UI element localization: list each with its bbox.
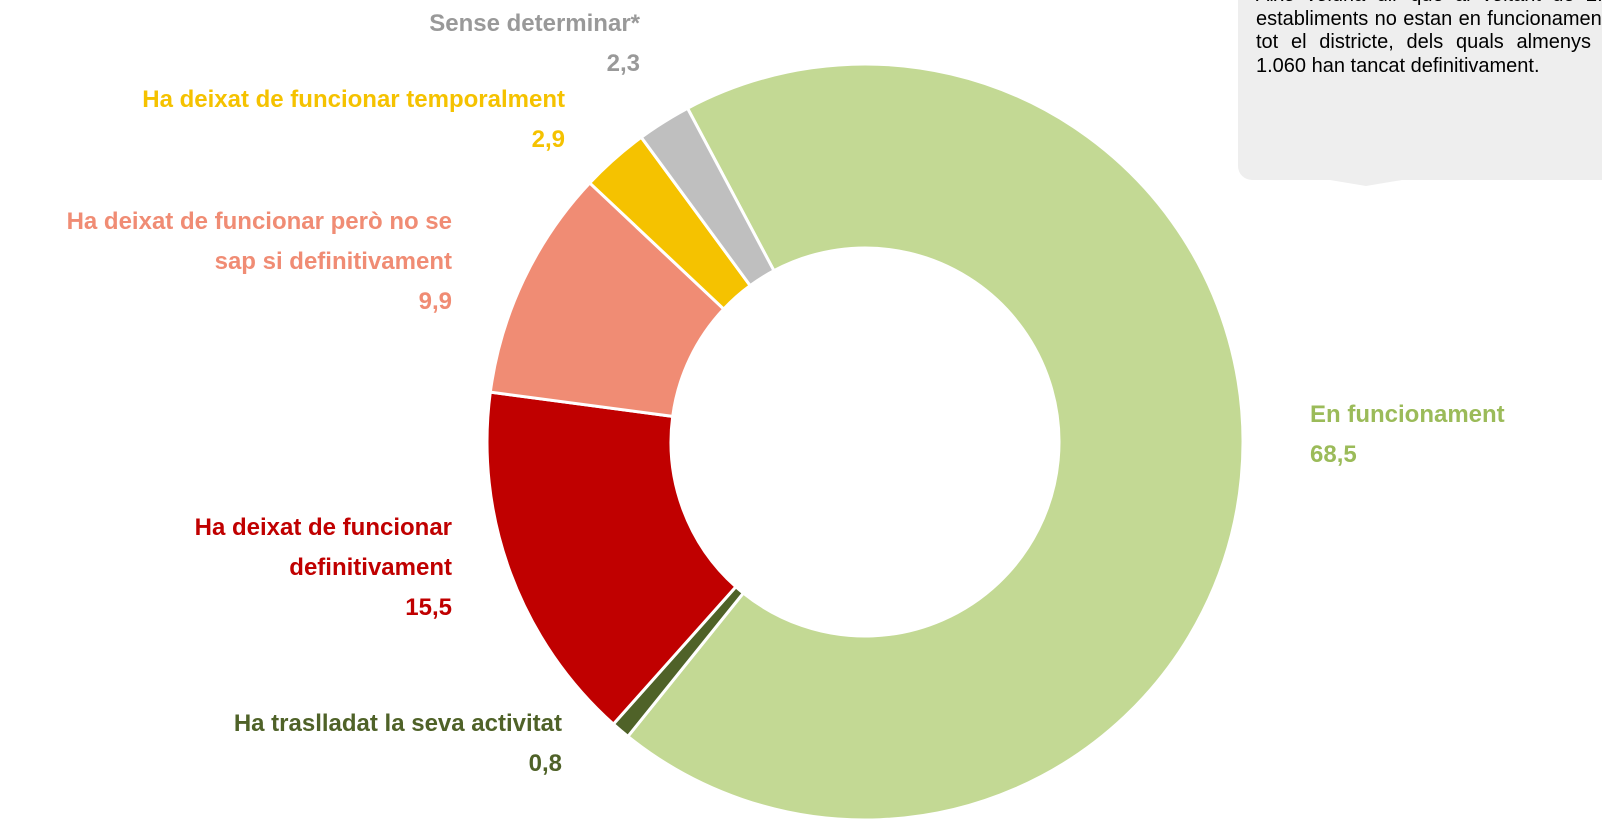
value-label: 68,5 — [1310, 441, 1357, 468]
value-label: 0,8 — [528, 750, 562, 777]
callout-text: Això voldria dir que al voltant de 2.145… — [1256, 0, 1602, 77]
segment-label: Ha deixat de funcionar temporalment 2,9 — [0, 80, 565, 160]
category-label: Ha deixat de funcionar temporalment — [142, 86, 565, 113]
donut-segment — [485, 390, 738, 727]
callout-pointer — [1330, 180, 1402, 186]
category-label: Ha traslladat la seva activitat — [233, 710, 562, 737]
donut-segment — [639, 106, 776, 288]
category-label: Sense determinar* — [429, 10, 640, 37]
segment-label: Ha deixat de funcionar però no se sap si… — [22, 202, 452, 322]
segment-label: En funcionament 68,5 — [1310, 395, 1590, 475]
value-label: 15,5 — [405, 594, 452, 621]
value-label: 2,9 — [531, 126, 565, 153]
category-label: En funcionament — [1310, 401, 1505, 428]
donut-segment — [625, 62, 1245, 822]
value-label: 9,9 — [418, 288, 452, 315]
segment-label: Ha deixat de funcionar definitivament 15,… — [122, 508, 452, 628]
value-label: 2,3 — [606, 50, 640, 77]
callout-box: Això voldria dir que al voltant de 2.145… — [1238, 0, 1602, 180]
segment-label: Ha traslladat la seva activitat 0,8 — [102, 704, 562, 784]
category-label: Ha deixat de funcionar definitivament — [194, 514, 452, 581]
segment-label: Sense determinar* 2,3 — [240, 4, 640, 84]
category-label: Ha deixat de funcionar però no se sap si… — [66, 208, 452, 275]
